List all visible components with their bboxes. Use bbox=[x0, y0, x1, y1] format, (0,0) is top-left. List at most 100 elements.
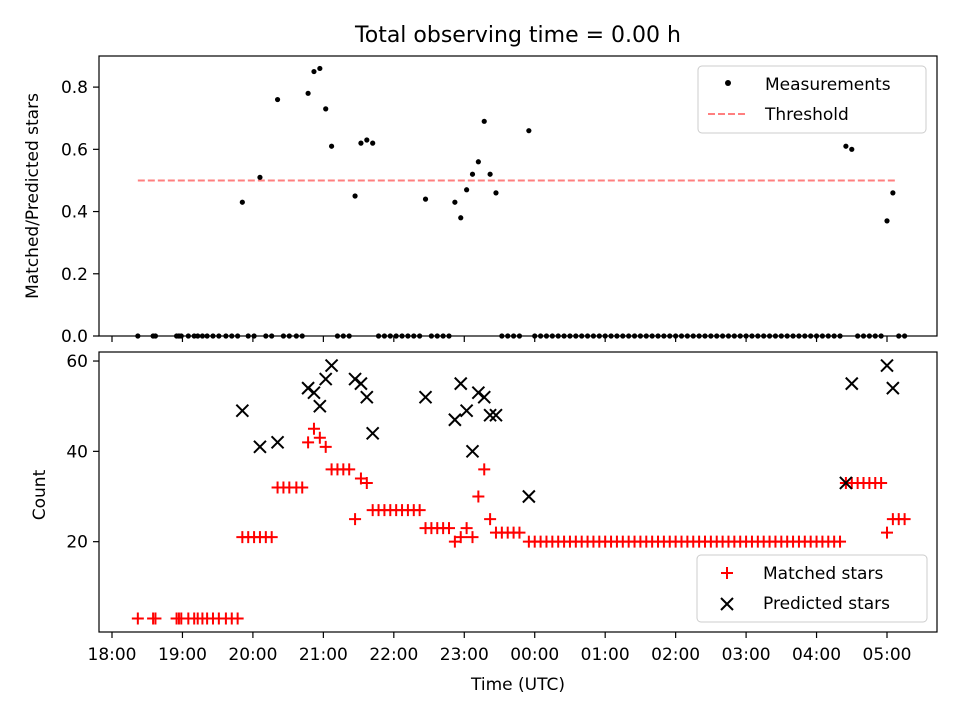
predicted-star-point bbox=[365, 426, 380, 440]
legend-measurements-label: Measurements bbox=[765, 75, 891, 95]
bottom-marks bbox=[131, 358, 911, 625]
matched-star-point bbox=[231, 612, 244, 625]
legend-threshold-label: Threshold bbox=[764, 105, 849, 125]
matched-star-point bbox=[307, 422, 320, 435]
bottom-xtick-label: 03:00 bbox=[722, 645, 771, 665]
bottom-legend-box bbox=[696, 554, 928, 623]
predicted-star-point bbox=[235, 404, 250, 418]
measurement-point bbox=[475, 159, 481, 165]
predicted-star-point bbox=[270, 435, 285, 450]
bottom-yticks: 20 40 60 bbox=[66, 352, 99, 553]
matched-star-point bbox=[460, 522, 473, 535]
bottom-xtick-label: 00:00 bbox=[510, 645, 559, 665]
measurement-point bbox=[469, 171, 476, 177]
measurement-point bbox=[422, 196, 429, 202]
matched-star-point bbox=[349, 513, 362, 526]
matched-star-point bbox=[343, 463, 356, 476]
measurement-point bbox=[358, 140, 364, 146]
predicted-star-point bbox=[522, 489, 536, 504]
predicted-star-point bbox=[465, 444, 480, 459]
bottom-xtick-label: 20:00 bbox=[228, 645, 277, 665]
measurement-point bbox=[843, 143, 849, 149]
bottom-xtick-label: 22:00 bbox=[369, 645, 418, 665]
matched-star-point bbox=[296, 481, 309, 494]
bottom-ytick-label: 40 bbox=[66, 442, 88, 462]
measurement-point bbox=[370, 140, 376, 146]
bottom-xtick-label: 18:00 bbox=[88, 645, 137, 665]
top-xticks bbox=[111, 336, 888, 342]
matched-star-point bbox=[149, 612, 162, 625]
bottom-ylabel: Count bbox=[30, 469, 50, 520]
top-yticks: 0.0 0.2 0.4 0.6 0.8 bbox=[61, 78, 99, 347]
measurement-point bbox=[481, 118, 487, 124]
bottom-xtick-label: 23:00 bbox=[440, 645, 489, 665]
legend-measurements-marker bbox=[725, 80, 731, 86]
measurement-point bbox=[352, 193, 358, 199]
predicted-star-point bbox=[489, 408, 503, 422]
measurement-point bbox=[890, 190, 896, 196]
bottom-xtick-label: 21:00 bbox=[299, 645, 348, 665]
predicted-star-point bbox=[307, 385, 321, 400]
matched-star-point bbox=[319, 440, 332, 453]
measurement-point bbox=[328, 143, 335, 149]
bottom-ytick-label: 20 bbox=[66, 533, 88, 553]
matched-star-point bbox=[513, 526, 526, 539]
top-ylabel: Matched/Predicted stars bbox=[23, 93, 43, 299]
measurement-point bbox=[452, 199, 458, 205]
top-ytick-label: 0.4 bbox=[61, 203, 88, 223]
predicted-star-point bbox=[354, 376, 368, 391]
bottom-ytick-label: 60 bbox=[66, 352, 88, 372]
matched-star-point bbox=[360, 476, 373, 489]
bottom-xtick-label: 01:00 bbox=[581, 645, 630, 665]
predicted-star-point bbox=[448, 413, 462, 427]
matched-star-point bbox=[881, 526, 893, 539]
top-ytick-label: 0.6 bbox=[61, 140, 88, 160]
matched-star-point bbox=[472, 490, 485, 503]
measurement-point bbox=[311, 68, 317, 75]
legend-matched-label: Matched stars bbox=[763, 564, 883, 584]
predicted-star-point bbox=[319, 372, 333, 386]
measurement-point bbox=[487, 171, 493, 177]
measurement-point bbox=[305, 90, 311, 96]
measurement-point bbox=[317, 65, 323, 72]
predicted-star-point bbox=[459, 404, 474, 418]
matched-star-point bbox=[454, 531, 467, 544]
top-ytick-label: 0.2 bbox=[61, 265, 88, 285]
bottom-axes-frame bbox=[98, 351, 938, 633]
top-ytick-label: 0.0 bbox=[61, 327, 88, 347]
predicted-star-point bbox=[253, 440, 267, 454]
predicted-star-point bbox=[360, 390, 374, 404]
measurement-point bbox=[493, 190, 499, 196]
top-legend-box bbox=[697, 65, 927, 134]
matched-star-point bbox=[466, 531, 479, 544]
matched-star-point bbox=[302, 436, 315, 449]
predicted-star-point bbox=[839, 476, 853, 490]
measurement-point bbox=[458, 215, 464, 221]
bottom-legend: Matched stars Predicted stars bbox=[696, 554, 928, 623]
predicted-star-point bbox=[324, 358, 339, 373]
top-axes-frame bbox=[98, 55, 938, 337]
measurement-point bbox=[323, 106, 329, 112]
legend-predicted-label: Predicted stars bbox=[763, 594, 890, 614]
top-marks bbox=[135, 65, 908, 339]
measurement-point bbox=[464, 187, 470, 193]
top-legend: Measurements Threshold bbox=[697, 65, 927, 134]
bottom-xticks: 18:00 19:00 20:00 21:00 22:00 23:00 00:00 01:00… bbox=[88, 632, 912, 665]
predicted-star-point bbox=[483, 408, 497, 422]
predicted-star-point bbox=[886, 381, 900, 395]
measurement-point bbox=[274, 96, 281, 103]
measurement-point bbox=[526, 128, 532, 134]
matched-star-point bbox=[131, 612, 144, 625]
measurement-point bbox=[364, 137, 370, 143]
predicted-star-point bbox=[477, 390, 491, 404]
legend-matched-marker bbox=[721, 567, 733, 579]
matched-star-point bbox=[898, 513, 911, 526]
predicted-star-point bbox=[418, 390, 433, 404]
matched-star-point bbox=[313, 431, 326, 444]
bottom-xlabel: Time (UTC) bbox=[470, 675, 565, 695]
measurement-point bbox=[257, 174, 263, 180]
predicted-star-point bbox=[454, 376, 468, 391]
predicted-star-point bbox=[880, 358, 894, 373]
legend-predicted-marker bbox=[720, 597, 734, 611]
